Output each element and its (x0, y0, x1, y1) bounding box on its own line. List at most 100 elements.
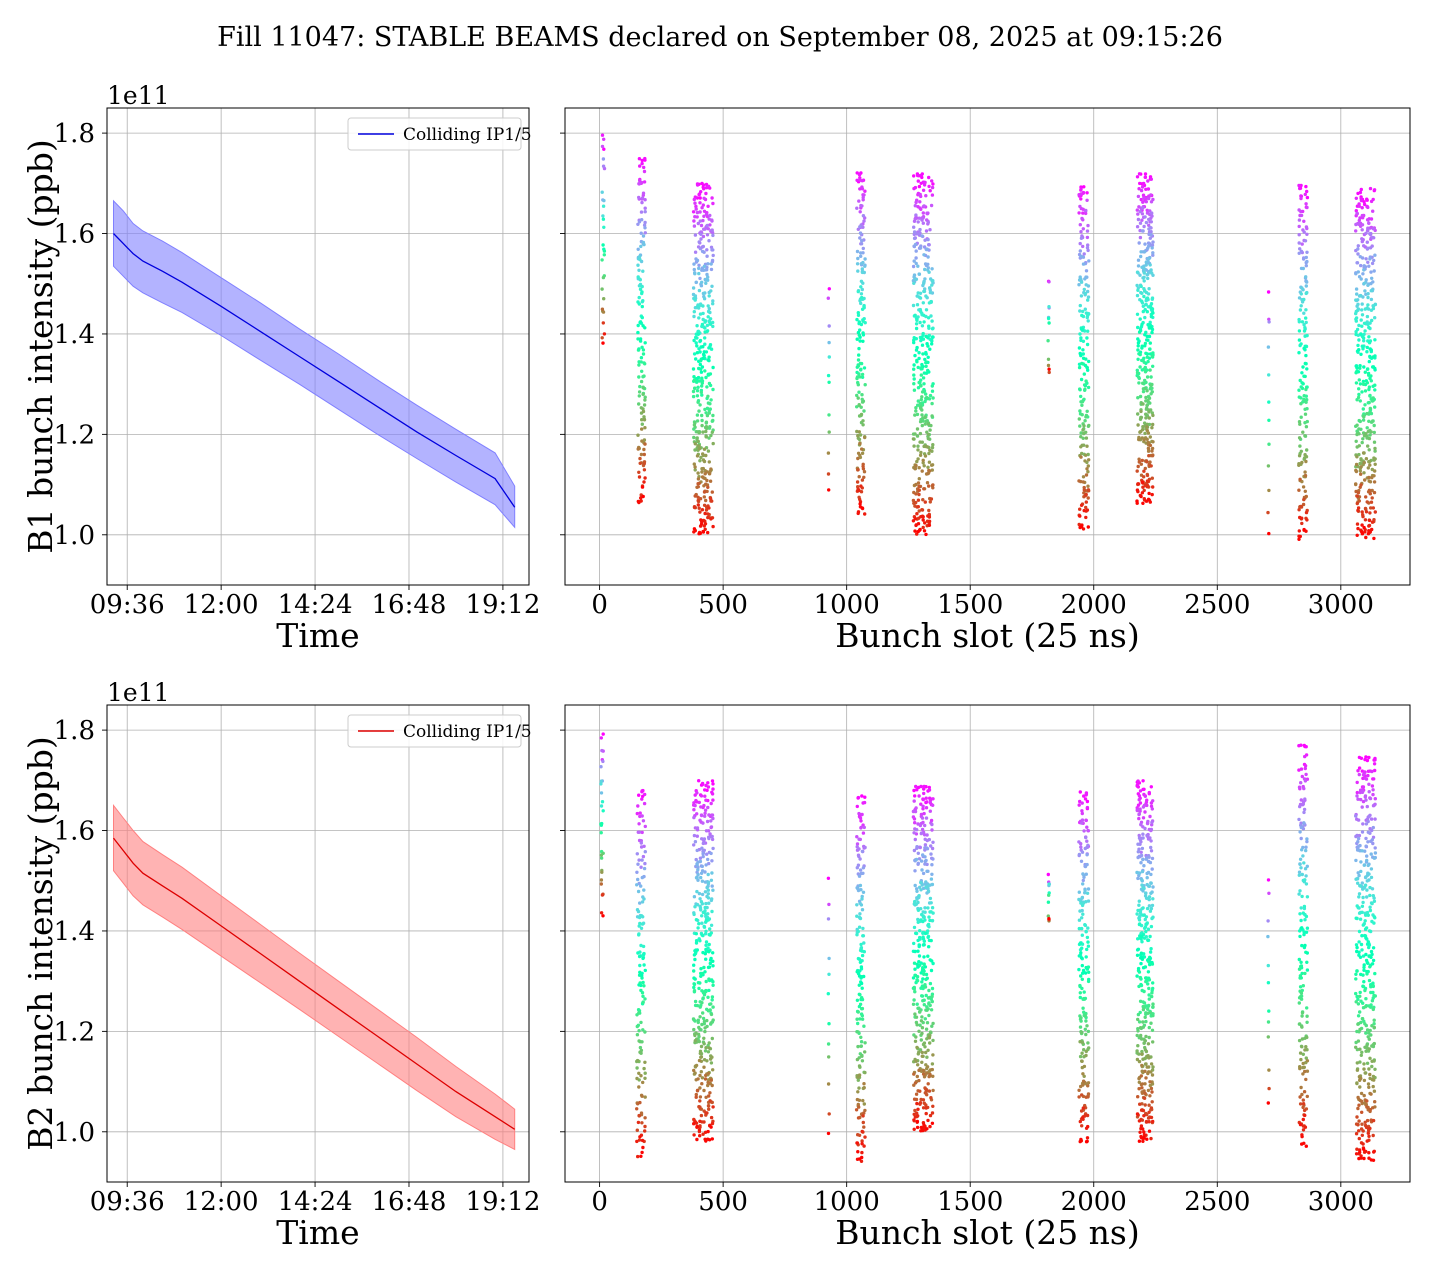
b1_slots-point (1082, 383, 1087, 387)
b1_slots-point (641, 352, 646, 356)
b1_slots-point (1151, 422, 1155, 427)
b2_slots-point (1146, 1007, 1150, 1011)
b2_slots-point (1373, 846, 1377, 850)
b1_slots-point (1078, 507, 1082, 511)
b2_slots-point (703, 788, 707, 792)
b2_slots-point (700, 1076, 705, 1080)
b2_slots-point (1300, 1014, 1304, 1018)
b1_slots-point (914, 500, 918, 505)
b2_slots-point (1299, 767, 1304, 771)
b1_slots-point (1372, 188, 1377, 192)
b2_slots-point (1354, 1000, 1358, 1004)
b2_slots-point (914, 806, 918, 810)
b2_time-legend: Colliding IP1/5 (347, 714, 532, 748)
b2_slots-point (703, 1077, 708, 1081)
b1_slots-point (701, 345, 705, 349)
b2_slots-point (863, 1108, 867, 1113)
b2_slots-point (643, 1071, 647, 1075)
b1_slots-point (1364, 510, 1369, 514)
b1_slots-point (912, 373, 916, 377)
b1_slots-point (1140, 322, 1144, 327)
b2_slots-point (1358, 994, 1362, 998)
b2_slots-point (1141, 816, 1146, 820)
b1_slots-point (1359, 458, 1363, 462)
b2_slots-point (1303, 1048, 1307, 1052)
b1_slots-point (1145, 334, 1149, 339)
b2_slots-point (1372, 915, 1377, 919)
b1_slots-xtick-label: 2000 (1061, 590, 1127, 620)
b2_slots-point (1139, 961, 1143, 966)
b1_slots-point (708, 317, 713, 321)
b2_time-ytick-label: 1.0 (54, 1118, 95, 1148)
b1_slots-point (1140, 212, 1145, 216)
b1_slots-point (1301, 430, 1305, 434)
b1_slots-point (1299, 396, 1303, 400)
b1_slots-point (1142, 421, 1147, 425)
b1_slots-point (1365, 411, 1369, 416)
b2_slots-point (702, 1042, 706, 1046)
b2_slots-point (860, 975, 864, 979)
b1_slots-point (1135, 312, 1140, 316)
b2_slots-point (1085, 935, 1090, 940)
b2_slots-point (1359, 869, 1363, 874)
b2_slots-point (930, 863, 934, 867)
b2_slots-point (707, 988, 711, 993)
b2_slots-point (857, 854, 861, 859)
b2_slots-point (1080, 916, 1084, 920)
b2_slots-point (1301, 984, 1306, 988)
b1_slots-point (1079, 431, 1083, 435)
b1_slots-point (1142, 275, 1146, 279)
b1_slots-point (1369, 297, 1374, 302)
b2_slots-point (1137, 1119, 1142, 1123)
b2_slots-point (1084, 1140, 1089, 1144)
b2_slots-point (698, 856, 703, 860)
b1_slots-point (1084, 379, 1088, 383)
b1_slots-point (855, 249, 860, 254)
b1_slots-point (1148, 341, 1153, 345)
b2_slots-point (697, 800, 701, 805)
b2_slots-point (698, 1051, 702, 1056)
b1_slots-point (1142, 271, 1147, 275)
b1_slots-point (912, 340, 916, 345)
b1_slots-point (1300, 286, 1304, 290)
b1_slots-point (858, 210, 862, 214)
b2_slots-point (1078, 1040, 1082, 1044)
b2_slots-point (1148, 934, 1152, 939)
b1_slots-point (1139, 409, 1143, 414)
b2_slots-point (1137, 1087, 1141, 1091)
b1_slots-point (1141, 200, 1145, 204)
b1_slots-point (709, 267, 714, 272)
b1_slots-point (1358, 190, 1363, 195)
b2_slots-point (638, 901, 642, 905)
b2_slots-point (1140, 846, 1145, 851)
b1_slots-point (1373, 449, 1377, 453)
b2_slots-point (1372, 762, 1377, 766)
b1_slots-point (637, 402, 641, 406)
b2_slots-point (1150, 916, 1154, 921)
b1_slots-point (919, 338, 923, 343)
b2_slots-point (694, 918, 699, 922)
b1_slots-point (1084, 505, 1088, 510)
b2_slots-point (1078, 995, 1083, 1000)
b1_slots-point (918, 401, 922, 406)
b1_slots-point (1302, 394, 1306, 398)
b2_slots-point (1361, 895, 1365, 900)
b1_slots-point (921, 458, 925, 462)
b2_slots-point (1368, 1107, 1373, 1112)
b1_slots-point (1297, 251, 1301, 255)
b2_slots-point (697, 891, 702, 896)
b2_slots-point (692, 833, 697, 838)
b1_slots-point (925, 445, 930, 449)
b2_slots-point (1361, 785, 1366, 789)
b1_slots-point (920, 218, 924, 222)
b1_slots-point (1305, 259, 1309, 264)
b2_slots-point (1299, 906, 1303, 910)
b2_slots-point (710, 995, 715, 999)
b2_slots-point (1142, 1133, 1147, 1137)
b1_slots-point (1354, 332, 1358, 337)
b2_slots-point (706, 995, 710, 999)
b1_slots-point (920, 423, 924, 428)
b2_slots-point (698, 1134, 702, 1138)
b1_slots-point (641, 191, 646, 195)
b2_slots-point (921, 999, 925, 1003)
